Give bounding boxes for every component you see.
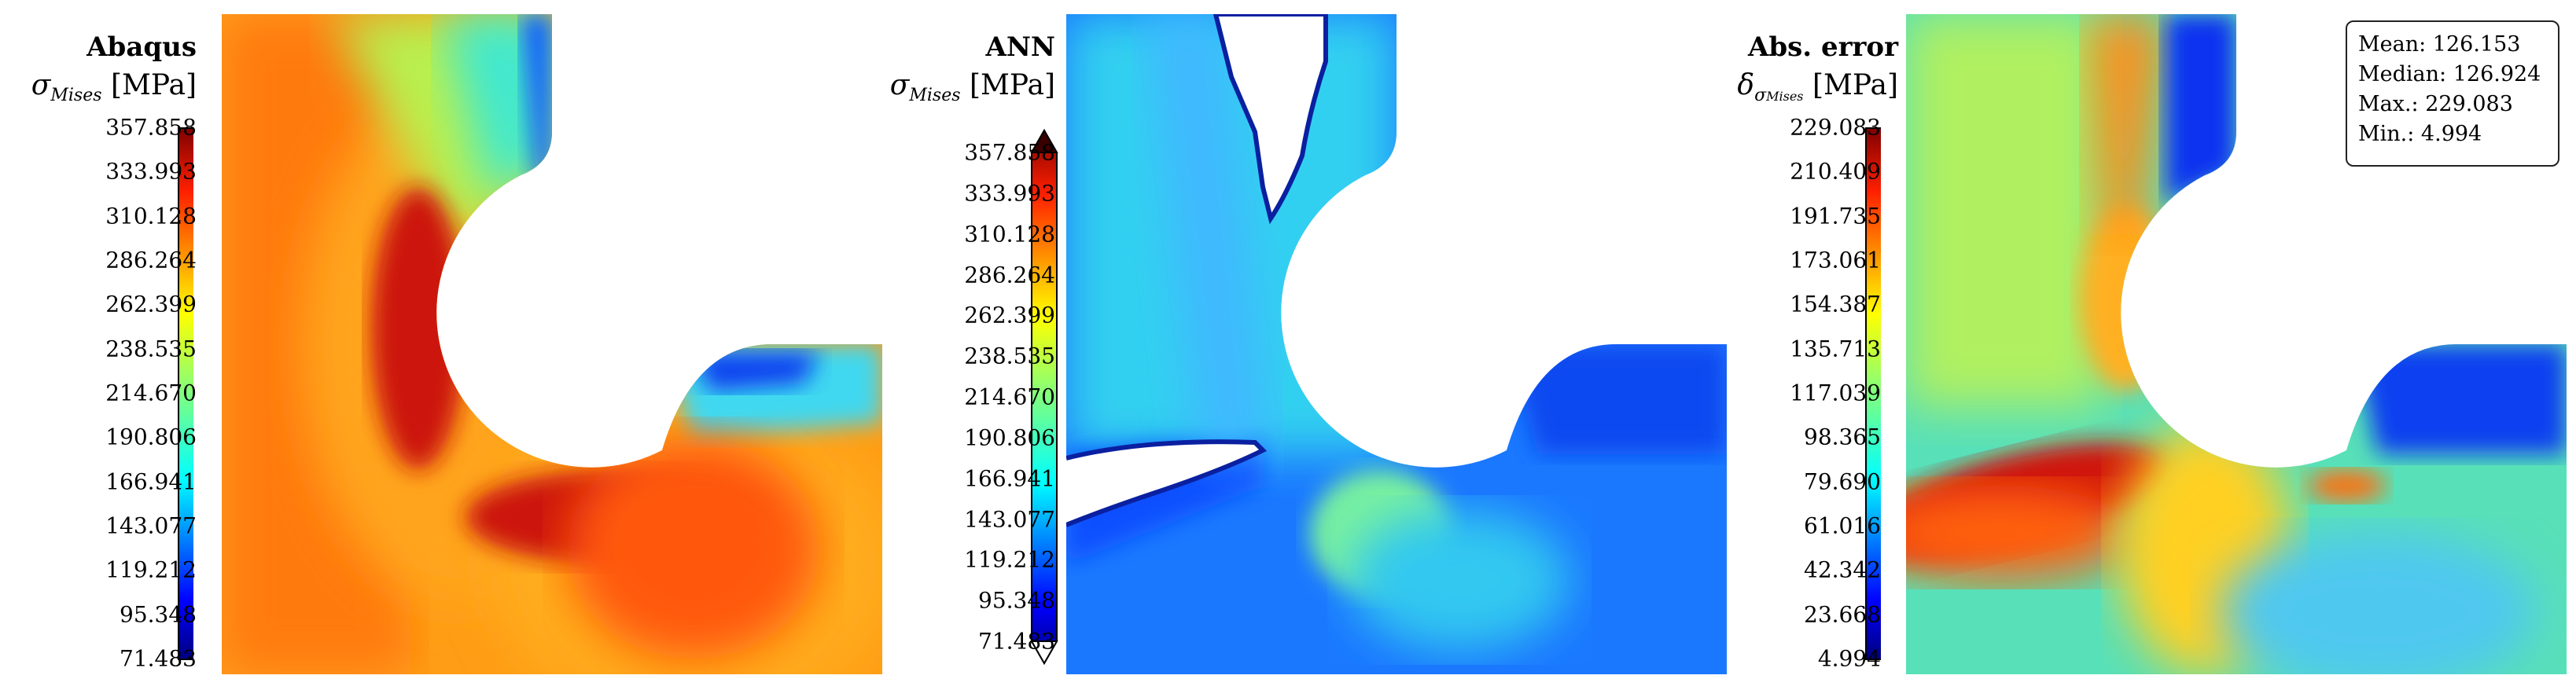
quantity-label: σMises [MPa] <box>31 69 197 106</box>
panel-ann: ANN σMises [MPa] 357.858 333.993 310.128 28… <box>859 0 1727 690</box>
colorbar-tick-label: 357.858 <box>964 139 1055 166</box>
colorbar-tick-label: 119.212 <box>105 556 197 583</box>
quantity-label: δσMises [MPa] <box>1737 69 1898 106</box>
stress-field-ann <box>1066 14 1727 674</box>
colorbar-tick-label: 190.806 <box>105 424 197 450</box>
colorbar-tick-label: 262.399 <box>105 291 197 317</box>
colorbar <box>1030 129 1058 665</box>
panel-title: Abaqus <box>86 31 197 63</box>
stat-min: Min.: 4.994 <box>2358 122 2482 146</box>
panel-title: ANN <box>985 31 1055 63</box>
colorbar-tick-label: 333.993 <box>964 180 1055 207</box>
colorbar-tick-label: 166.941 <box>105 468 197 495</box>
colorbar-tick-label: 119.212 <box>964 546 1055 573</box>
quantity-label: σMises [MPa] <box>889 69 1055 106</box>
colorbar <box>178 127 193 660</box>
panel-title: Abs. error <box>1747 31 1898 63</box>
colorbar-tick-label: 357.858 <box>105 114 197 141</box>
colorbar-tick-label: 238.535 <box>105 336 197 362</box>
colorbar-tick-label: 154.387 <box>1790 291 1881 317</box>
colorbar-tick-label: 286.264 <box>105 247 197 273</box>
colorbar-tick-label: 191.735 <box>1790 203 1881 229</box>
colorbar-ticks: 229.083 210.409 191.735 173.061 154.387 135.7… <box>1717 115 1881 672</box>
colorbar-tick-label: 333.993 <box>105 158 197 185</box>
colorbar-tick-label: 286.264 <box>964 262 1055 288</box>
colorbar-tick-label: 210.409 <box>1790 158 1881 185</box>
colorbar-ticks: 357.858 333.993 310.128 286.264 262.399 238.5… <box>0 115 197 672</box>
colorbar-tick-label: 229.083 <box>1790 114 1881 141</box>
colorbar <box>1865 127 1881 660</box>
stress-field-abaqus <box>222 14 882 674</box>
colorbar-tick-label: 310.128 <box>105 203 197 229</box>
colorbar-tick-label: 61.016 <box>1804 512 1881 539</box>
stat-max: Max.: 229.083 <box>2358 92 2513 116</box>
colorbar-tick-label: 71.483 <box>978 628 1055 655</box>
colorbar-tick-label: 23.668 <box>1804 601 1881 628</box>
colorbar-tick-label: 4.994 <box>1817 645 1881 672</box>
colorbar-tick-label: 95.348 <box>120 601 197 628</box>
stat-mean: Mean: 126.153 <box>2358 32 2521 57</box>
colorbar-tick-label: 79.690 <box>1804 468 1881 495</box>
colorbar-tick-label: 117.039 <box>1790 380 1881 406</box>
colorbar-tick-label: 135.713 <box>1790 336 1881 362</box>
colorbar-tick-label: 95.348 <box>978 587 1055 614</box>
colorbar-tick-label: 166.941 <box>964 465 1055 492</box>
colorbar-tick-label: 98.365 <box>1804 424 1881 450</box>
colorbar-tick-label: 173.061 <box>1790 247 1881 273</box>
colorbar-tick-label: 238.535 <box>964 343 1055 369</box>
colorbar-tick-label: 42.342 <box>1804 556 1881 583</box>
colorbar-tick-label: 214.670 <box>105 380 197 406</box>
colorbar-tick-label: 214.670 <box>964 384 1055 410</box>
colorbar-tick-label: 143.077 <box>105 512 197 539</box>
panel-abaqus: Abaqus σMises [MPa] 357.858 333.993 310.12… <box>0 0 882 690</box>
colorbar-tick-label: 71.483 <box>120 645 197 672</box>
colorbar-ticks: 357.858 333.993 310.128 286.264 262.399 238.5… <box>859 140 1055 655</box>
error-statistics-box: Mean: 126.153 Median: 126.924 Max.: 229.… <box>2346 20 2559 167</box>
colorbar-tick-label: 310.128 <box>964 221 1055 248</box>
colorbar-tick-label: 262.399 <box>964 302 1055 328</box>
stat-median: Median: 126.924 <box>2358 62 2541 86</box>
colorbar-tick-label: 190.806 <box>964 424 1055 451</box>
colorbar-tick-label: 143.077 <box>964 506 1055 532</box>
